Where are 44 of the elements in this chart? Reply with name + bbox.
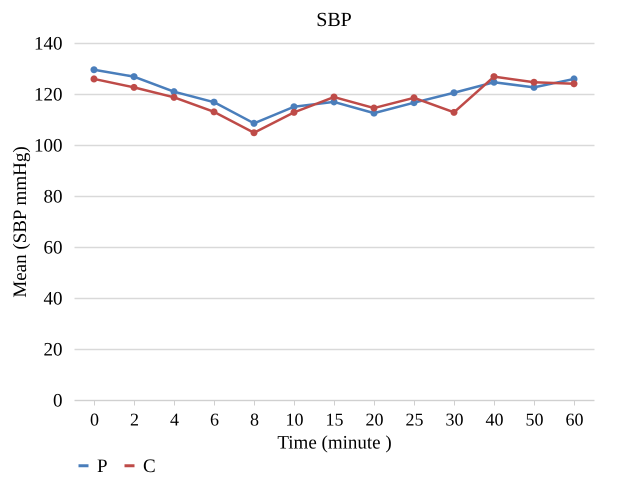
x-tick-label: 15 bbox=[326, 410, 344, 430]
legend-label: P bbox=[97, 456, 108, 477]
y-tick-label: 20 bbox=[44, 340, 62, 360]
y-tick-label: 140 bbox=[34, 34, 62, 54]
x-axis-title: Time (minute ) bbox=[277, 432, 392, 454]
x-tick-label: 8 bbox=[250, 410, 259, 430]
point bbox=[410, 94, 418, 102]
point bbox=[90, 66, 98, 74]
point bbox=[290, 108, 298, 116]
y-tick-label: 80 bbox=[44, 186, 62, 208]
x-tick-label: 4 bbox=[170, 410, 179, 430]
y-axis-title: Mean (SBP mmHg) bbox=[10, 146, 31, 298]
point bbox=[330, 94, 338, 101]
point bbox=[210, 98, 218, 106]
point bbox=[490, 73, 498, 80]
y-tick-label: 120 bbox=[34, 84, 62, 106]
point bbox=[450, 89, 458, 96]
point bbox=[130, 73, 138, 80]
x-tick-label: 20 bbox=[366, 410, 384, 430]
x-tick-label: 30 bbox=[446, 410, 464, 430]
x-tick-label: 40 bbox=[486, 410, 504, 430]
y-tick-label: 0 bbox=[53, 390, 62, 412]
y-tick-label: 40 bbox=[44, 288, 62, 310]
point bbox=[450, 108, 458, 116]
legend-label: C bbox=[143, 456, 156, 477]
point bbox=[250, 120, 258, 127]
point bbox=[370, 104, 378, 112]
x-tick-label: 60 bbox=[566, 410, 584, 430]
x-tick-label: 50 bbox=[526, 410, 544, 430]
point bbox=[170, 94, 178, 101]
point bbox=[90, 75, 98, 82]
point bbox=[530, 78, 538, 86]
point bbox=[250, 129, 258, 136]
x-tick-label: 2 bbox=[130, 410, 139, 430]
y-tick-label: 60 bbox=[44, 238, 62, 258]
point bbox=[210, 108, 218, 116]
point bbox=[130, 84, 138, 91]
chart-title: SBP bbox=[316, 9, 352, 31]
y-tick-label: 100 bbox=[34, 136, 62, 156]
point bbox=[570, 80, 578, 88]
x-tick-label: 0 bbox=[90, 410, 99, 430]
x-tick-label: 10 bbox=[286, 410, 304, 430]
x-tick-label: 25 bbox=[406, 410, 424, 430]
x-tick-label: 6 bbox=[210, 410, 219, 430]
